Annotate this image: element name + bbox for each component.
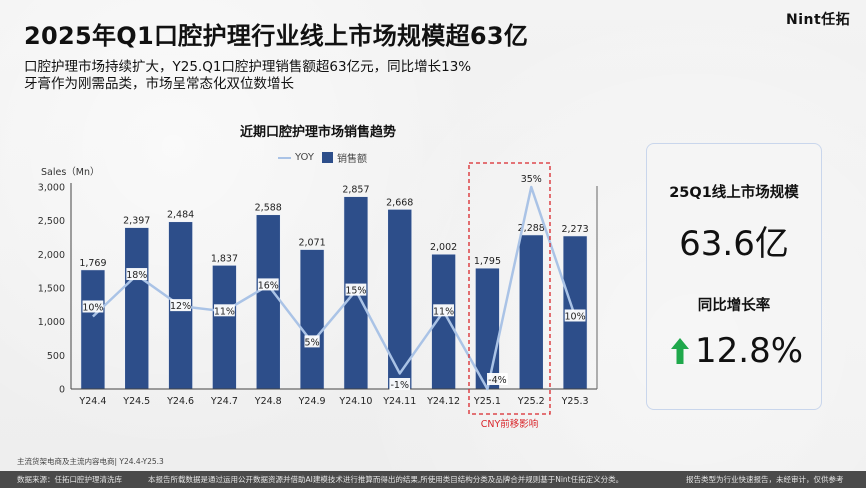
- y-tick-label: 3,000: [38, 183, 65, 194]
- x-tick-label: Y24.11: [382, 396, 416, 407]
- x-tick-label: Y25.1: [473, 396, 501, 407]
- x-tick-label: Y24.6: [166, 396, 194, 407]
- bar-value-label: 2,273: [561, 224, 588, 235]
- footer-report-type: 报告类型为行业快速报告，未经审计，仅供参考: [686, 475, 844, 484]
- y-tick-label: 1,500: [38, 284, 65, 295]
- x-tick-label: Y24.5: [122, 396, 150, 407]
- x-tick-label: Y24.12: [426, 396, 460, 407]
- bar-value-label: 2,288: [518, 223, 545, 234]
- page-title: 2025年Q1口腔护理行业线上市场规模超63亿: [24, 22, 529, 50]
- y-tick-label: 0: [59, 385, 65, 396]
- y-tick-label: 2,500: [38, 216, 65, 227]
- x-tick-label: Y25.3: [561, 396, 589, 407]
- bar-value-label: 2,857: [342, 185, 369, 196]
- yoy-label-bg: [214, 304, 235, 317]
- x-tick-label: Y24.9: [298, 396, 326, 407]
- bar-value-label: 2,397: [123, 216, 150, 227]
- subtitle-line-2: 牙膏作为刚需品类，市场呈常态化双位数增长: [24, 76, 294, 92]
- yoy-value-label: 11%: [214, 306, 235, 317]
- yoy-value-label: 18%: [126, 270, 147, 281]
- yoy-value-label: 12%: [170, 301, 191, 312]
- yoy-label-bg: [170, 299, 191, 312]
- subtitle-line-1: 口腔护理市场持续扩大，Y25.Q1口腔护理销售额超63亿元，同比增长13%: [24, 59, 472, 75]
- yoy-value-label: -4%: [488, 375, 507, 386]
- sales-bar: [475, 267, 500, 390]
- chart-title: 近期口腔护理市场销售趋势: [240, 125, 397, 140]
- legend-line-label: YOY: [295, 152, 314, 163]
- kpi-growth-label: 同比增长率: [697, 298, 771, 314]
- bar-value-label: 2,588: [255, 203, 282, 214]
- bar-value-label: 2,071: [298, 238, 325, 249]
- legend-line-swatch: [278, 156, 291, 159]
- y-tick-label: 1,000: [38, 317, 65, 328]
- bar-value-label: 2,002: [430, 242, 457, 253]
- x-tick-label: Y24.8: [254, 396, 282, 407]
- yoy-label-bg: [389, 378, 411, 390]
- sales-bar: [80, 269, 106, 390]
- yoy-value-label: -1%: [391, 380, 410, 391]
- y-tick-label: 500: [47, 351, 65, 362]
- kpi-growth: 12.8%: [671, 331, 803, 371]
- bar-value-label: 2,484: [167, 210, 194, 221]
- x-tick-label: Y24.7: [210, 396, 238, 407]
- yoy-label-bg: [433, 304, 454, 317]
- kpi-market-size-label: 25Q1线上市场规模: [669, 185, 799, 201]
- arrow-up-icon: [671, 338, 689, 364]
- kpi-growth-value: 12.8%: [695, 331, 804, 371]
- yoy-line: [92, 185, 577, 391]
- yoy-value-label: 10%: [565, 311, 586, 322]
- kpi-card: 25Q1线上市场规模 63.6亿 同比增长率 12.8%: [646, 143, 822, 410]
- yoy-label-bg: [487, 373, 508, 385]
- yoy-value-label: 10%: [82, 302, 103, 313]
- bar-value-label: 1,795: [474, 256, 501, 267]
- x-tick-label: Y25.2: [517, 396, 545, 407]
- bar-value-label: 1,769: [79, 258, 106, 269]
- source-note: 主流货架电商及主流内容电商| Y24.4-Y25.3: [17, 457, 164, 466]
- bar-value-label: 2,668: [386, 197, 413, 208]
- x-tick-label: Y24.4: [78, 396, 106, 407]
- sales-bar: [299, 249, 325, 390]
- legend-bar-label: 销售额: [337, 154, 367, 165]
- yoy-label-bg: [564, 309, 586, 322]
- legend-bar-swatch: [322, 152, 333, 163]
- brand-logo: Nint任拓: [786, 12, 851, 28]
- yoy-label-bg: [304, 335, 320, 348]
- kpi-market-size-value: 63.6亿: [679, 224, 789, 264]
- yoy-value-label: 11%: [433, 306, 454, 317]
- cny-annotation-label: CNY前移影响: [481, 418, 539, 430]
- bar-value-label: 1,837: [211, 253, 238, 264]
- yoy-value-label: 15%: [345, 286, 366, 297]
- y-axis-label: Sales（Mn）: [41, 167, 100, 178]
- sales-bar: [518, 234, 544, 390]
- footer-disclaimer: 本报告所载数据是通过运用公开数据资源并借助AI建模技术进行推算而得出的结果,所使…: [148, 475, 624, 484]
- yoy-value-label: 16%: [258, 280, 279, 291]
- footer-bar: 数据来源：任拓口腔护理清洗库 本报告所载数据是通过运用公开数据资源并借助AI建模…: [0, 471, 866, 488]
- x-tick-label: Y24.10: [338, 396, 372, 407]
- chart-legend: YOY 销售额: [278, 150, 367, 165]
- yoy-value-label: 5%: [305, 337, 320, 348]
- yoy-label-bg: [345, 283, 367, 296]
- y-tick-label: 2,000: [38, 250, 65, 261]
- yoy-label-bg: [126, 268, 148, 281]
- yoy-value-label: 35%: [521, 174, 542, 185]
- yoy-label-bg: [82, 300, 104, 313]
- sales-bar: [124, 227, 150, 390]
- sales-bar: [255, 214, 281, 390]
- cny-highlight-box: [468, 162, 551, 415]
- footer-data-source: 数据来源：任拓口腔护理清洗库: [17, 475, 122, 484]
- yoy-label-bg: [257, 278, 279, 291]
- sales-bar: [212, 265, 237, 390]
